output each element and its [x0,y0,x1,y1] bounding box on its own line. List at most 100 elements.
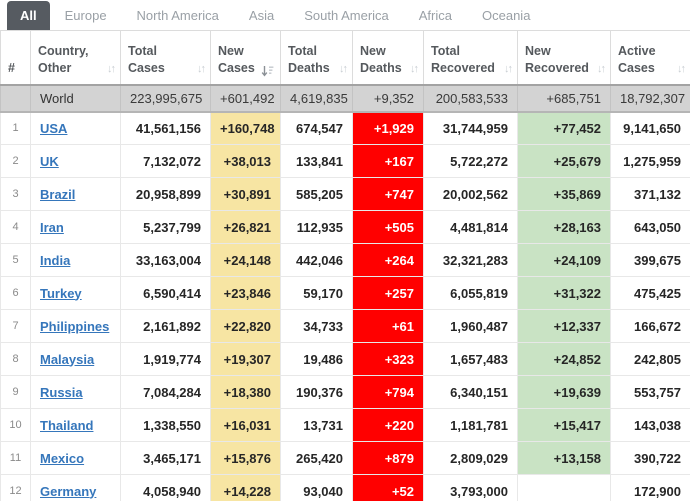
col-header-new-cases[interactable]: New Cases [210,30,281,86]
rank-cell: 11 [0,441,31,475]
total-recovered-cell: 6,055,819 [423,276,518,310]
new-deaths-cell: +220 [352,408,424,442]
active-cases-cell: 553,757 [610,375,690,409]
rank-cell: 5 [0,243,31,277]
country-link[interactable]: Brazil [40,186,76,202]
sort-icon[interactable]: ↓↑ [410,62,419,75]
col-header-label: Country, Other [38,43,89,75]
rank-cell: 9 [0,375,31,409]
rank-cell: 1 [0,111,31,145]
country-cell: UK [30,144,121,178]
new-deaths-cell: +747 [352,177,424,211]
tab-oceania[interactable]: Oceania [482,8,531,23]
country-link[interactable]: Russia [40,384,83,400]
tab-europe[interactable]: Europe [64,8,107,23]
new-cases-cell: +22,820 [210,309,281,343]
sort-icon[interactable]: ↓↑ [597,62,606,75]
new-cases-cell: +19,307 [210,342,281,376]
col-header-country[interactable]: Country, Other ↓↑ [30,30,121,86]
total-deaths-cell: 442,046 [280,243,353,277]
active-cases-cell: 143,038 [610,408,690,442]
total-cases-cell: 7,084,284 [120,375,211,409]
country-row: 9 Russia 7,084,284 +18,380 190,376 +794 6,340,… [0,375,690,409]
country-link[interactable]: Turkey [40,285,82,301]
country-cell: Thailand [30,408,121,442]
total-recovered-cell: 1,657,483 [423,342,518,376]
total-recovered-cell: 1,960,487 [423,309,518,343]
new-cases-cell: +24,148 [210,243,281,277]
col-header-label: Total Deaths [288,43,330,75]
covid-table: # Country, Other ↓↑ Total Cases ↓↑ New Cas… [0,30,690,501]
tab-north-america[interactable]: North America [136,8,219,23]
new-recovered-cell: +77,452 [517,111,611,145]
total-cases-cell: 6,590,414 [120,276,211,310]
total-cases-cell: 7,132,072 [120,144,211,178]
total-deaths-cell: 674,547 [280,111,353,145]
country-cell: Malaysia [30,342,121,376]
country-link[interactable]: UK [40,153,59,169]
country-cell: Germany [30,474,121,501]
country-row: 2 UK 7,132,072 +38,013 133,841 +167 5,722,272 +… [0,144,690,178]
new-deaths-cell: +257 [352,276,424,310]
sort-icon[interactable]: ↓↑ [107,62,116,75]
total-recovered-cell: 2,809,029 [423,441,518,475]
sort-icon[interactable]: ↓↑ [197,62,206,75]
country-cell: Philippines [30,309,121,343]
active-cases-cell: 166,672 [610,309,690,343]
sort-icon[interactable]: ↓↑ [339,62,348,75]
tab-all[interactable]: All [7,1,50,30]
country-link[interactable]: Germany [40,483,97,499]
col-header-total-deaths[interactable]: Total Deaths ↓↑ [280,30,353,86]
country-link[interactable]: Mexico [40,450,85,466]
tab-africa[interactable]: Africa [418,8,452,23]
country-link[interactable]: Thailand [40,417,94,433]
rank-cell: 8 [0,342,31,376]
country-link[interactable]: Iran [40,219,64,235]
sort-icon[interactable]: ↓↑ [504,62,513,75]
region-tabs: All Europe North America Asia South Amer… [0,0,690,30]
country-link[interactable]: India [40,252,71,268]
new-cases-cell: +30,891 [210,177,281,211]
col-header-label: Active Cases [618,43,656,75]
country-cell: Mexico [30,441,121,475]
country-link[interactable]: Malaysia [40,351,95,367]
active-cases-cell: 475,425 [610,276,690,310]
country-link[interactable]: Philippines [40,318,110,334]
tab-asia[interactable]: Asia [248,8,275,23]
total-recovered-cell: 20,002,562 [423,177,518,211]
table-header: # Country, Other ↓↑ Total Cases ↓↑ New Cas… [0,30,690,86]
country-cell: World [30,84,121,113]
active-cases-cell: 643,050 [610,210,690,244]
col-header-total-recovered[interactable]: Total Recovered ↓↑ [423,30,518,86]
new-recovered-cell: +12,337 [517,309,611,343]
sort-icon[interactable]: ↓↑ [677,62,686,75]
total-cases-cell: 4,058,940 [120,474,211,501]
new-deaths-cell: +264 [352,243,424,277]
col-header-active-cases[interactable]: Active Cases ↓↑ [610,30,690,86]
country-cell: Russia [30,375,121,409]
total-deaths-cell: 19,486 [280,342,353,376]
col-header-new-deaths[interactable]: New Deaths ↓↑ [352,30,424,86]
active-cases-cell: 9,141,650 [610,111,690,145]
total-recovered-cell: 200,583,533 [423,84,518,113]
new-deaths-cell: +9,352 [352,84,424,113]
new-recovered-cell: +25,679 [517,144,611,178]
tab-south-america[interactable]: South America [304,8,389,23]
col-header-total-cases[interactable]: Total Cases ↓↑ [120,30,211,86]
new-recovered-cell: +28,163 [517,210,611,244]
total-recovered-cell: 32,321,283 [423,243,518,277]
total-cases-cell: 1,919,774 [120,342,211,376]
new-recovered-cell [517,474,611,501]
col-header-rank[interactable]: # [0,30,31,86]
total-deaths-cell: 133,841 [280,144,353,178]
sort-desc-active-icon[interactable] [261,65,274,77]
country-link[interactable]: USA [40,120,68,136]
total-recovered-cell: 1,181,781 [423,408,518,442]
col-header-label: New Cases [218,43,255,75]
active-cases-cell: 242,805 [610,342,690,376]
col-header-new-recovered[interactable]: New Recovered ↓↑ [517,30,611,86]
new-cases-cell: +15,876 [210,441,281,475]
new-cases-cell: +160,748 [210,111,281,145]
col-header-label: # [8,60,15,75]
total-recovered-cell: 6,340,151 [423,375,518,409]
